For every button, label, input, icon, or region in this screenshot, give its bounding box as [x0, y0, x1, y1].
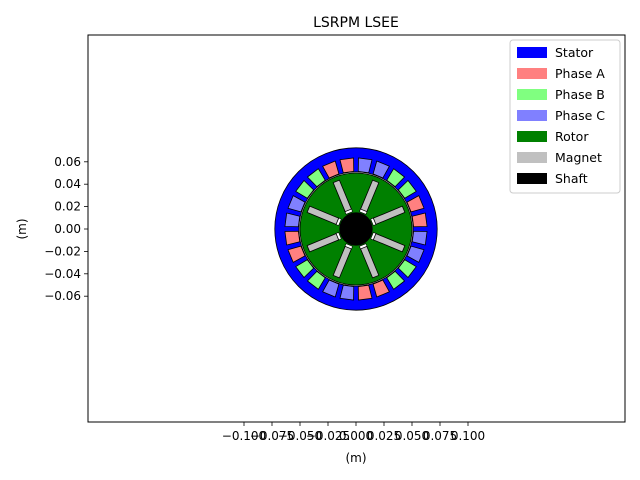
- plot-area: [274, 147, 438, 311]
- x-tick-label: −0.025: [306, 429, 350, 443]
- slot-phase-c: [287, 195, 306, 213]
- legend-label-phase-a: Phase A: [555, 66, 605, 81]
- slot-phase-b: [307, 270, 326, 290]
- x-axis-label: (m): [345, 451, 366, 465]
- slot-phase-c: [372, 160, 390, 179]
- x-tick-label: 0.025: [367, 429, 401, 443]
- x-tick-label: −0.075: [250, 429, 294, 443]
- shaft: [339, 212, 373, 246]
- slot-phase-a: [357, 284, 373, 301]
- y-tick-label: 0.04: [54, 177, 81, 191]
- legend-swatch-phase-a: [517, 68, 547, 79]
- slot-phase-a: [284, 230, 301, 246]
- slot-phase-a: [287, 245, 306, 263]
- slot-phase-a: [406, 195, 425, 213]
- legend-label-magnet: Magnet: [555, 150, 602, 165]
- legend-label-stator: Stator: [555, 45, 594, 60]
- y-axis-ticks: 0.06 0.04 0.02 0.00 −0.02 −0.04 −0.06: [44, 155, 88, 303]
- legend-label-phase-b: Phase B: [555, 87, 605, 102]
- stator-layer: [274, 147, 438, 311]
- legend-label-phase-c: Phase C: [555, 108, 605, 123]
- rotor-magnets: [306, 179, 406, 279]
- slot-phase-a: [411, 212, 428, 228]
- magnet: [306, 233, 340, 253]
- magnet: [306, 205, 340, 225]
- x-tick-label: −0.100: [222, 429, 266, 443]
- x-tick-label: 0.100: [451, 429, 485, 443]
- magnet: [360, 245, 380, 279]
- legend-swatch-stator: [517, 47, 547, 58]
- y-tick-label: 0.06: [54, 155, 81, 169]
- legend-swatch-magnet: [517, 152, 547, 163]
- magnet: [360, 179, 380, 213]
- legend-swatch-rotor: [517, 131, 547, 142]
- y-tick-label: 0.02: [54, 200, 81, 214]
- slot-phase-b: [397, 180, 417, 199]
- legend: Stator Phase A Phase B Phase C Rotor Magnet Sh…: [509, 39, 621, 194]
- y-tick-label: −0.06: [44, 289, 81, 303]
- magnet: [332, 245, 352, 279]
- legend-label-shaft: Shaft: [555, 171, 588, 186]
- slot-phase-b: [397, 259, 417, 278]
- slot-phase-c: [406, 245, 425, 263]
- slot-phase-c: [339, 284, 355, 301]
- x-axis-ticks: −0.100−0.075−0.050−0.0250.0000.0250.0500…: [222, 422, 485, 443]
- legend-label-rotor: Rotor: [555, 129, 589, 144]
- y-tick-label: 0.00: [54, 222, 81, 236]
- slot-phase-b: [295, 259, 315, 278]
- x-tick-label: 0.075: [423, 429, 457, 443]
- slot-phase-c: [357, 157, 373, 174]
- shaft-layer: [339, 212, 373, 246]
- magnet: [372, 205, 406, 225]
- slot-phase-b: [386, 270, 405, 290]
- x-tick-label: −0.050: [278, 429, 322, 443]
- y-axis-label: (m): [15, 218, 29, 239]
- slot-phase-c: [411, 230, 428, 246]
- chart-title: LSRPM LSEE: [313, 15, 399, 31]
- stator-slots: [284, 157, 428, 301]
- legend-swatch-phase-b: [517, 89, 547, 100]
- legend-swatch-phase-c: [517, 110, 547, 121]
- slot-phase-c: [284, 212, 301, 228]
- legend-swatch-shaft: [517, 173, 547, 184]
- y-tick-label: −0.02: [44, 244, 81, 258]
- slot-phase-b: [295, 180, 315, 199]
- slot-phase-b: [386, 168, 405, 188]
- magnet: [332, 179, 352, 213]
- slot-phase-a: [322, 160, 340, 179]
- x-tick-label: 0.000: [339, 429, 373, 443]
- slot-phase-c: [322, 279, 340, 298]
- x-tick-label: 0.050: [395, 429, 429, 443]
- axes-frame: [87, 34, 626, 423]
- slot-phase-a: [372, 279, 390, 298]
- slot-phase-a: [339, 157, 355, 174]
- stator: [274, 147, 438, 311]
- slot-phase-b: [307, 168, 326, 188]
- y-tick-label: −0.04: [44, 267, 81, 281]
- magnet: [372, 233, 406, 253]
